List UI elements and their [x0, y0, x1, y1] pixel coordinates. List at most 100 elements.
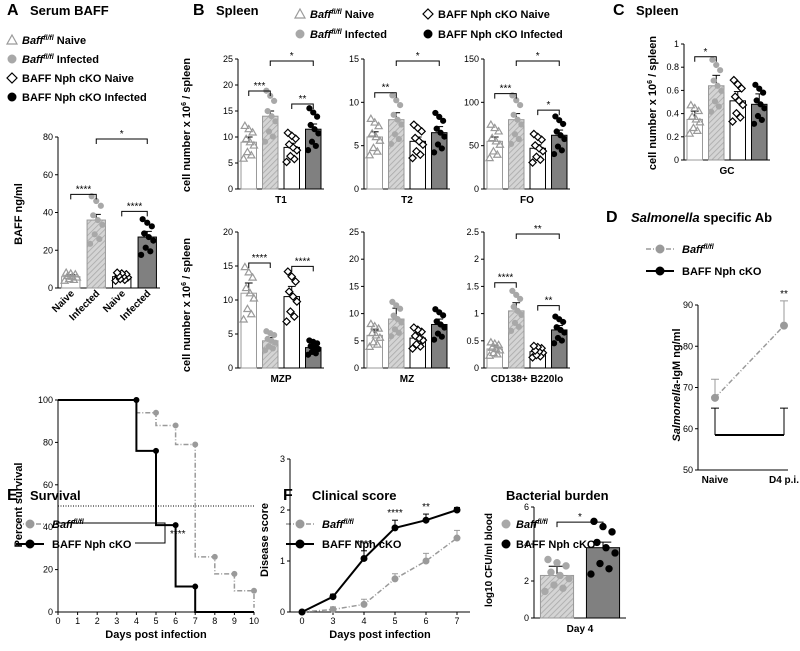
data-point — [287, 272, 297, 282]
data-point — [271, 97, 278, 105]
series-line-0 — [714, 325, 785, 399]
x-tick-label: 9 — [232, 616, 237, 626]
y-tick-label: 15 — [349, 281, 359, 291]
data-point — [244, 267, 254, 276]
y-tick-label: 1 — [280, 556, 285, 566]
data-point — [148, 223, 155, 230]
x-axis-label: MZP — [270, 374, 291, 385]
data-point — [732, 108, 741, 118]
data-point — [393, 302, 400, 309]
y-tick-label: 1 — [674, 39, 679, 49]
data-point — [484, 153, 495, 162]
panel-title-A: Serum BAFF — [30, 3, 109, 18]
data-point — [754, 112, 762, 120]
data-point — [138, 251, 145, 258]
bar-7-1 — [708, 85, 725, 161]
data-point — [238, 153, 249, 162]
data-point — [366, 319, 376, 328]
data-point — [557, 132, 564, 139]
y-tick-label: 0 — [228, 363, 233, 373]
significance-bracket — [395, 60, 440, 66]
y-tick-label: 80 — [43, 437, 53, 447]
significance-label: ** — [422, 502, 430, 513]
legend-label: Bafffl/fl Naive — [22, 35, 86, 47]
data-point — [711, 98, 719, 105]
data-point — [728, 117, 738, 126]
legend-text: BAFF Nph cKO Naive — [438, 9, 550, 21]
x-category-label: Naive — [702, 475, 729, 486]
significance-label: * — [290, 51, 294, 62]
data-point — [145, 233, 152, 241]
data-point — [360, 554, 368, 562]
y-axis-label-text: cell number x 10 — [181, 106, 193, 192]
legend-text: BAFF Nph cKO Infected — [438, 29, 563, 41]
legend-label: BAFF Nph cKO Naive — [22, 73, 134, 85]
significance-bracket — [515, 233, 560, 239]
data-point — [511, 131, 519, 138]
significance-label: *** — [500, 84, 512, 95]
data-point — [366, 114, 376, 122]
y-tick-label: 0 — [474, 184, 479, 194]
data-point — [315, 130, 322, 137]
data-point — [561, 135, 568, 143]
data-point — [304, 147, 312, 154]
data-point — [556, 117, 563, 124]
legend-text: Baff — [22, 54, 45, 66]
bar-3-1 — [508, 119, 525, 190]
data-point — [192, 441, 199, 448]
data-point — [553, 324, 560, 331]
data-point — [430, 149, 438, 156]
legend-marker-triangle — [5, 33, 19, 45]
legend-label: Bafffl/fl — [322, 519, 355, 531]
data-point — [364, 150, 375, 159]
data-point — [552, 113, 559, 120]
data-point — [518, 311, 525, 318]
significance-label: ** — [780, 289, 788, 300]
data-point — [515, 135, 522, 143]
data-point — [596, 559, 604, 568]
data-point — [509, 287, 516, 294]
legend-sup: fl/fl — [331, 9, 343, 16]
y-tick-label: 1.5 — [466, 281, 479, 291]
y-tick-label: 60 — [43, 480, 53, 490]
x-axis-label: Days post infection — [105, 629, 207, 641]
data-point — [412, 339, 421, 349]
legend-text: Baff — [516, 519, 539, 531]
data-point — [761, 105, 768, 112]
x-tick-label: 3 — [330, 616, 335, 626]
data-point — [562, 562, 570, 570]
legend-marker-black-dot — [423, 29, 433, 39]
y-axis-label-sup: 6 — [181, 102, 188, 106]
data-point — [486, 337, 496, 346]
bar-3-0 — [486, 140, 503, 190]
data-point — [263, 328, 270, 335]
y-tick-label: 100 — [38, 395, 53, 405]
data-point — [544, 555, 552, 564]
significance-bracket — [56, 522, 166, 544]
legend-marker-diamond — [422, 8, 434, 20]
data-point — [371, 330, 381, 339]
data-point — [387, 140, 395, 148]
data-point — [433, 125, 440, 132]
data-point — [142, 244, 149, 251]
data-point — [430, 336, 438, 343]
data-point — [602, 544, 610, 552]
legend-label: BAFF Nph cKO Naive — [438, 9, 550, 21]
data-point — [394, 116, 401, 123]
legend-sup: fl/fl — [537, 519, 549, 526]
y-tick-label: 90 — [683, 300, 693, 310]
data-point — [441, 324, 448, 331]
significance-label: **** — [170, 529, 186, 540]
panel-title-C: Spleen — [636, 3, 679, 18]
y-tick-label: 20 — [223, 227, 233, 237]
panel-title-D: Salmonella specific Ab — [631, 210, 772, 225]
data-point — [707, 108, 715, 115]
y-axis-label: cell number x 106 / spleen — [647, 36, 659, 170]
legend-marker-black-dot — [295, 539, 305, 549]
y-tick-label: 80 — [683, 341, 693, 351]
panel-letter-E: E — [7, 487, 18, 504]
x-tick-label: 4 — [361, 616, 366, 626]
data-point — [687, 111, 697, 120]
bar-2-0 — [366, 136, 383, 190]
data-point — [282, 317, 292, 327]
